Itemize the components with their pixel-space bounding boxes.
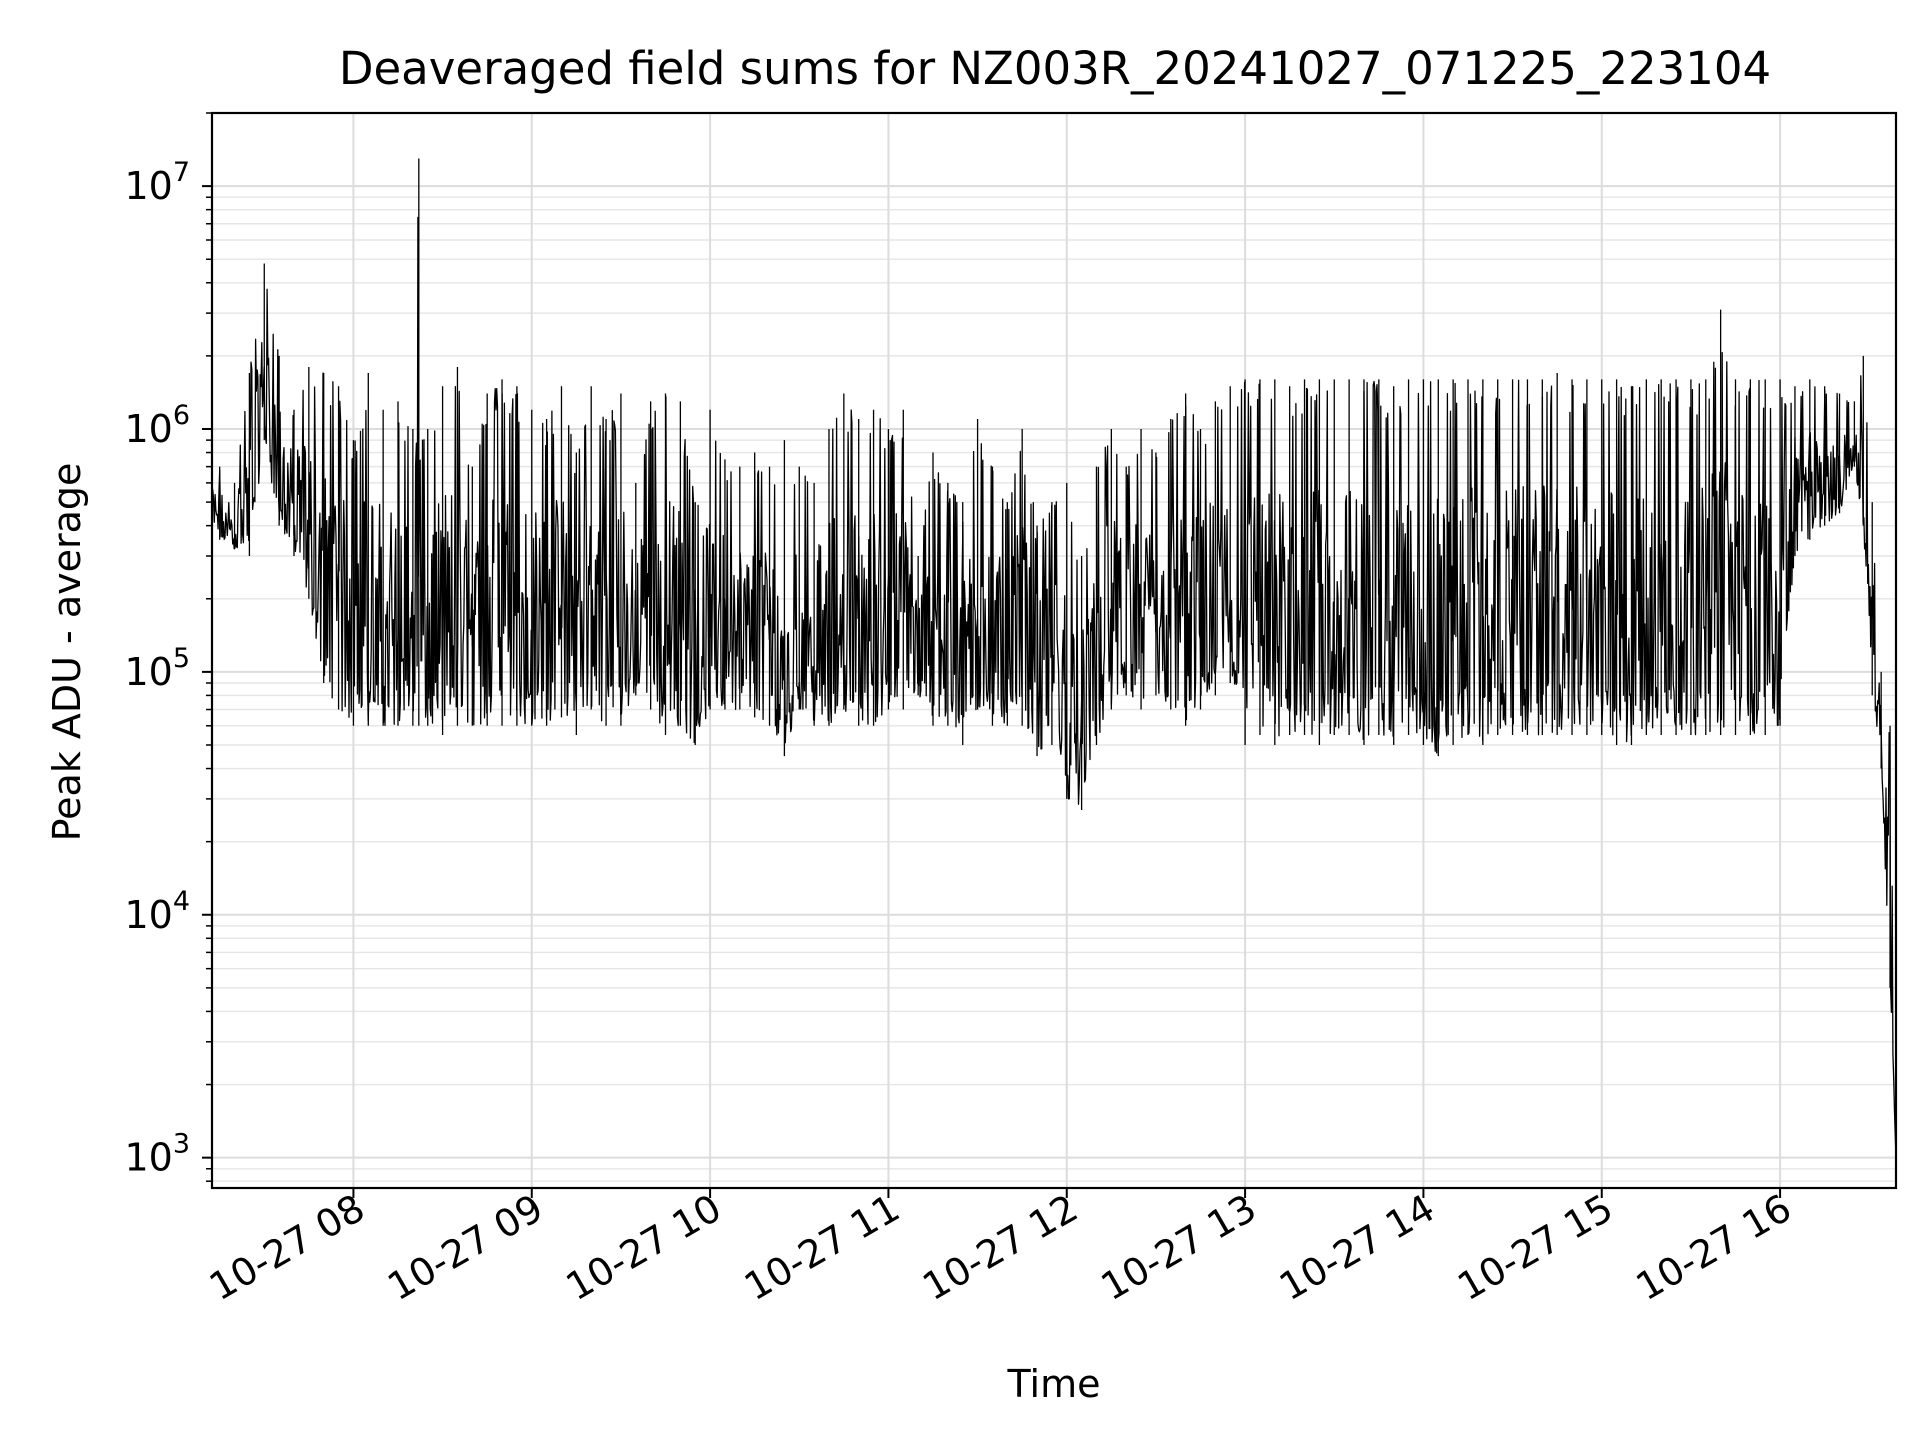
y-tick-label: 107	[124, 157, 190, 208]
chart-title: Deaveraged field sums for NZ003R_2024102…	[339, 42, 1771, 95]
y-tick-label: 103	[124, 1129, 190, 1180]
y-tick-label: 106	[124, 400, 190, 451]
plot-frame	[210, 111, 1898, 1190]
y-axis: 103 104 105 106 107	[124, 112, 212, 1182]
series-line	[211, 216, 1897, 1158]
y-tick-label: 105	[124, 643, 190, 694]
y-tick-label: 104	[124, 886, 190, 937]
x-axis-label: Time	[1007, 1362, 1101, 1406]
data-layer	[211, 158, 1897, 1158]
y-axis-label: Peak ADU - average	[45, 463, 89, 842]
